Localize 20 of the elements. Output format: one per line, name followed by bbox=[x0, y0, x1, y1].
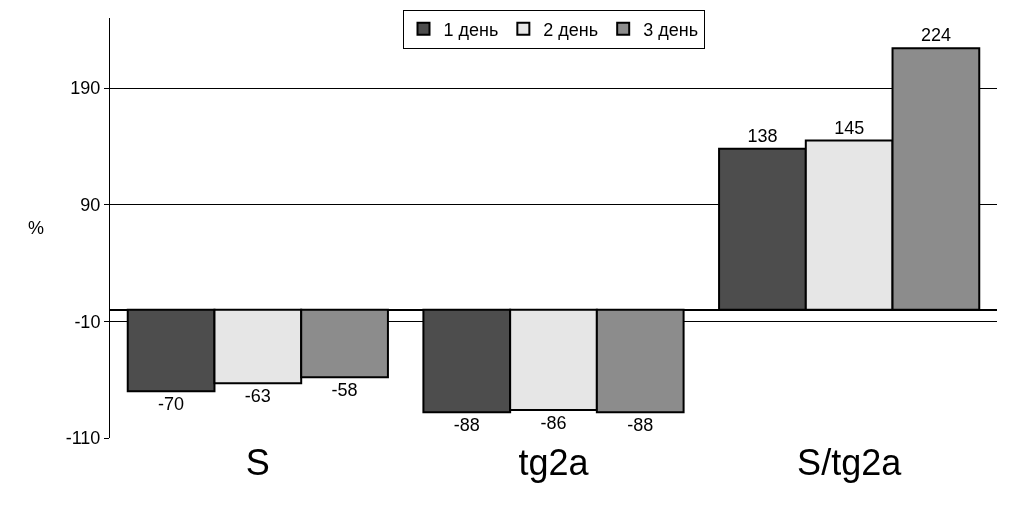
y-axis-title: % bbox=[28, 218, 45, 238]
data-label: -63 bbox=[244, 386, 271, 407]
data-label: 224 bbox=[920, 25, 951, 46]
y-tick-label: 190 bbox=[70, 78, 101, 99]
x-tick-label: S/tg2a bbox=[797, 442, 903, 483]
x-tick-label: S bbox=[245, 442, 270, 483]
legend-label: 2 день bbox=[543, 19, 599, 40]
x-tick-label: tg2a bbox=[518, 442, 590, 483]
data-label: 145 bbox=[834, 117, 865, 138]
data-label: -58 bbox=[331, 380, 358, 401]
data-label: -86 bbox=[540, 413, 567, 433]
legend-label: 3 день bbox=[643, 19, 699, 40]
data-label: 138 bbox=[747, 125, 778, 146]
data-label: -88 bbox=[627, 415, 654, 436]
data-label: -70 bbox=[158, 394, 185, 415]
y-tick-label: -110 bbox=[65, 428, 101, 449]
y-tick-label: -10 bbox=[74, 311, 101, 332]
y-tick-label: 90 bbox=[80, 194, 101, 215]
legend-label: 1 день bbox=[443, 19, 499, 40]
data-label: -88 bbox=[453, 415, 480, 436]
